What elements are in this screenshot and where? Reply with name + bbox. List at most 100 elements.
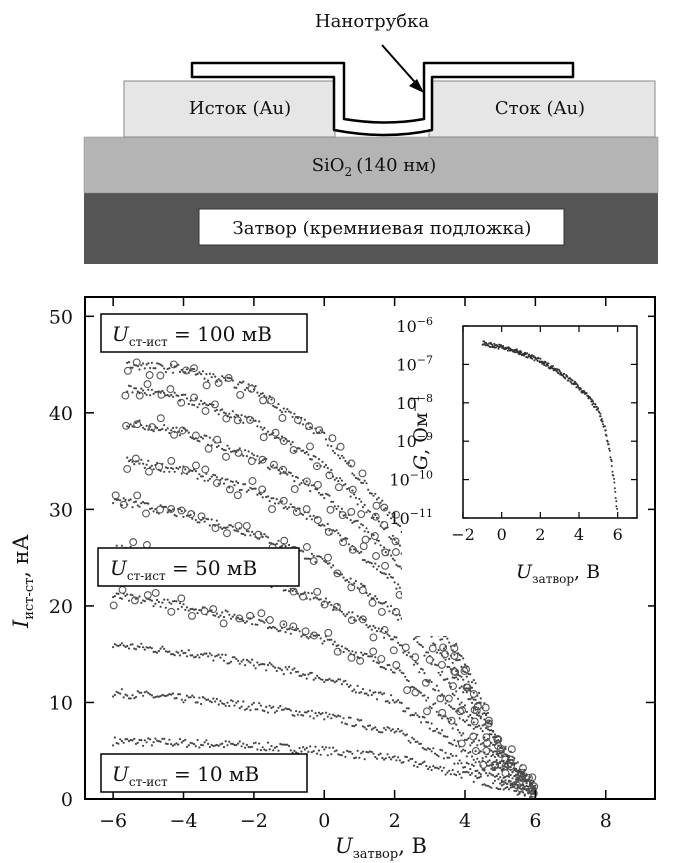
data-point (333, 640, 336, 643)
data-point (328, 638, 331, 641)
data-point (497, 752, 500, 756)
data-point (208, 477, 211, 480)
data-point (319, 637, 322, 640)
data-point (182, 393, 185, 396)
inset-data-point (528, 353, 531, 356)
data-point (168, 367, 171, 370)
data-point (484, 719, 493, 728)
data-point (451, 668, 460, 676)
data-point (127, 697, 131, 700)
data-point (286, 473, 289, 476)
data-point (247, 450, 250, 453)
data-point (370, 750, 373, 754)
data-point (423, 654, 426, 657)
data-point (499, 760, 502, 763)
data-point (368, 655, 372, 658)
data-point (237, 659, 240, 662)
data-point (326, 678, 329, 682)
data-point (323, 748, 326, 751)
data-point (520, 787, 523, 791)
data-point (493, 733, 496, 736)
data-point (289, 632, 292, 635)
data-point (266, 627, 270, 630)
inset-y-axis-label: G, Ом−1 (408, 395, 432, 470)
data-point (525, 782, 528, 785)
data-point (258, 702, 261, 705)
data-point (328, 677, 331, 680)
data-point (272, 705, 275, 708)
data-point (470, 681, 474, 684)
data-point (117, 498, 120, 501)
device-schematic: Нанотрубка Исток (Au) Сток (Au) SiO2 (140… (83, 11, 659, 264)
data-point (200, 475, 203, 478)
data-point (316, 674, 319, 678)
data-point (490, 767, 493, 770)
data-point (342, 484, 345, 487)
data-point (309, 557, 318, 566)
data-point (148, 423, 157, 432)
data-point (282, 439, 285, 442)
data-point (152, 650, 155, 654)
data-point (340, 721, 343, 724)
data-point (112, 695, 115, 698)
data-point (171, 508, 175, 511)
data-point (307, 637, 310, 640)
data-point (166, 511, 169, 514)
data-point (265, 616, 274, 624)
data-point (486, 774, 489, 777)
data-point (346, 749, 349, 753)
data-point (244, 534, 247, 537)
data-point (185, 694, 189, 697)
inset-data-point (608, 449, 611, 452)
data-point (259, 392, 262, 395)
data-point (302, 746, 305, 749)
data-point (470, 772, 474, 775)
data-point (333, 750, 336, 753)
data-point (386, 753, 389, 756)
data-point (207, 379, 210, 382)
data-point (214, 409, 217, 412)
data-point (219, 526, 222, 529)
data-point (509, 786, 512, 789)
data-point (309, 458, 312, 461)
data-point (414, 636, 417, 639)
data-point (379, 602, 382, 605)
data-point (266, 536, 270, 539)
data-point (390, 576, 393, 579)
data-point (178, 654, 182, 657)
data-point (212, 373, 215, 376)
data-point (203, 520, 206, 523)
data-point (451, 661, 454, 664)
data-point (279, 472, 282, 475)
data-point (263, 426, 266, 429)
data-point (419, 721, 423, 724)
annotation-50mv-box (97, 547, 300, 587)
data-point (201, 407, 210, 415)
data-point (344, 755, 347, 759)
data-point (115, 592, 118, 595)
data-point (377, 607, 386, 616)
data-point (455, 754, 458, 758)
data-point (129, 643, 132, 646)
data-point (381, 499, 384, 502)
data-point (446, 665, 449, 669)
data-point (238, 381, 241, 384)
data-point (289, 622, 298, 631)
data-point (462, 691, 465, 694)
data-point (149, 646, 152, 649)
data-point (361, 535, 370, 544)
data-point (298, 630, 301, 633)
data-point (143, 428, 146, 431)
data-point (234, 448, 243, 457)
data-point (455, 669, 458, 673)
data-point (447, 716, 456, 725)
inset-data-point (583, 390, 586, 393)
data-point (323, 497, 326, 500)
data-point (247, 745, 250, 749)
data-point (284, 631, 287, 634)
inset-data-point (605, 434, 608, 437)
data-point (233, 613, 236, 616)
data-point (191, 517, 194, 520)
data-point (472, 721, 475, 724)
annotation-50mv: Uст-ист = 50 мВ (110, 556, 257, 583)
